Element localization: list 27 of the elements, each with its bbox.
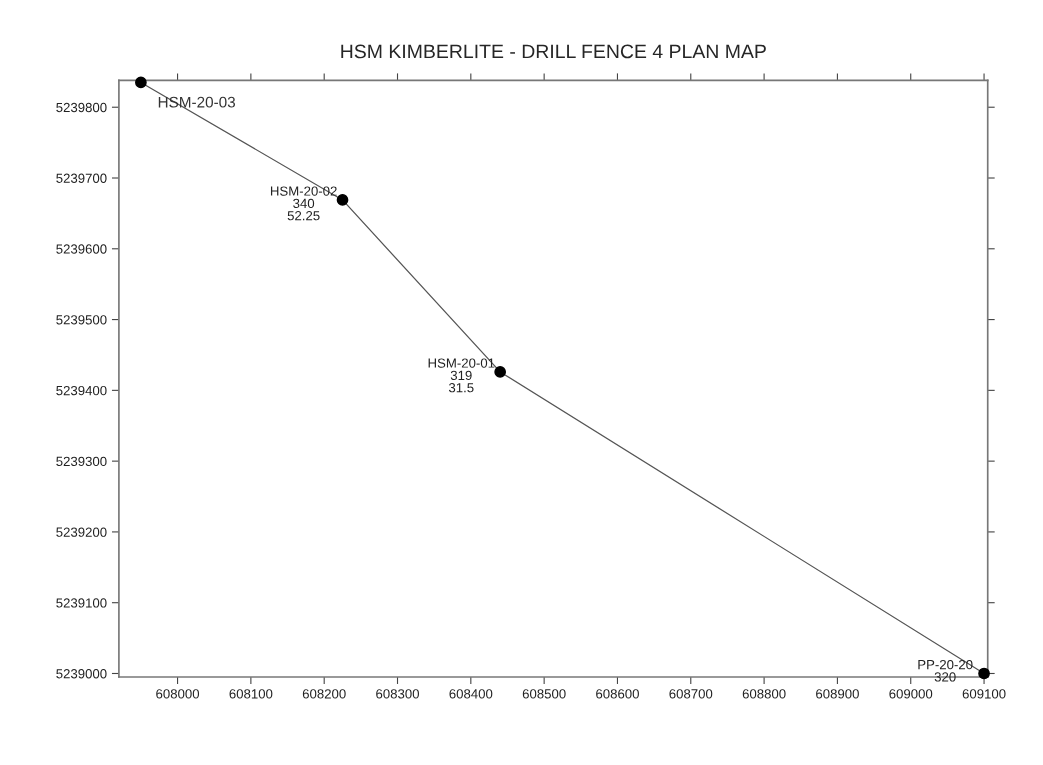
x-tick-label: 608400 — [449, 689, 493, 699]
y-tick-label: 5239400 — [56, 385, 107, 396]
x-tick-label: 609100 — [962, 689, 1006, 699]
x-tick-label: 608700 — [669, 689, 713, 699]
y-tick-label: 5239200 — [56, 527, 107, 537]
annotation: PP-20-20 320 — [918, 659, 973, 682]
x-tick-label: 608200 — [302, 689, 346, 699]
x-tick-label: 608500 — [522, 689, 566, 699]
x-tick-label: 608000 — [156, 689, 200, 699]
x-tick-label: 608100 — [229, 689, 273, 699]
point — [494, 366, 507, 378]
y-tick-label: 5239300 — [56, 456, 107, 467]
point — [135, 76, 147, 89]
x-tick-label: 608900 — [816, 689, 859, 699]
y-tick-label: 5239600 — [56, 244, 107, 254]
y-tick-label: 5239700 — [56, 173, 107, 183]
x-tick-label: 608300 — [376, 689, 420, 699]
x-tick-label: 608800 — [742, 689, 786, 699]
x-tick-label: 608600 — [596, 689, 639, 699]
point — [978, 667, 990, 680]
y-tick-label: 5239500 — [56, 315, 107, 325]
chart-title: HSM KIMBERLITE - DRILL FENCE 4 PLAN MAP — [341, 44, 766, 59]
point — [336, 194, 349, 206]
y-tick-label: 5239000 — [56, 669, 107, 679]
y-tick-label: 5239800 — [56, 102, 107, 113]
y-tick-label: 5239100 — [56, 598, 107, 608]
x-tick-label: 609000 — [889, 689, 933, 699]
